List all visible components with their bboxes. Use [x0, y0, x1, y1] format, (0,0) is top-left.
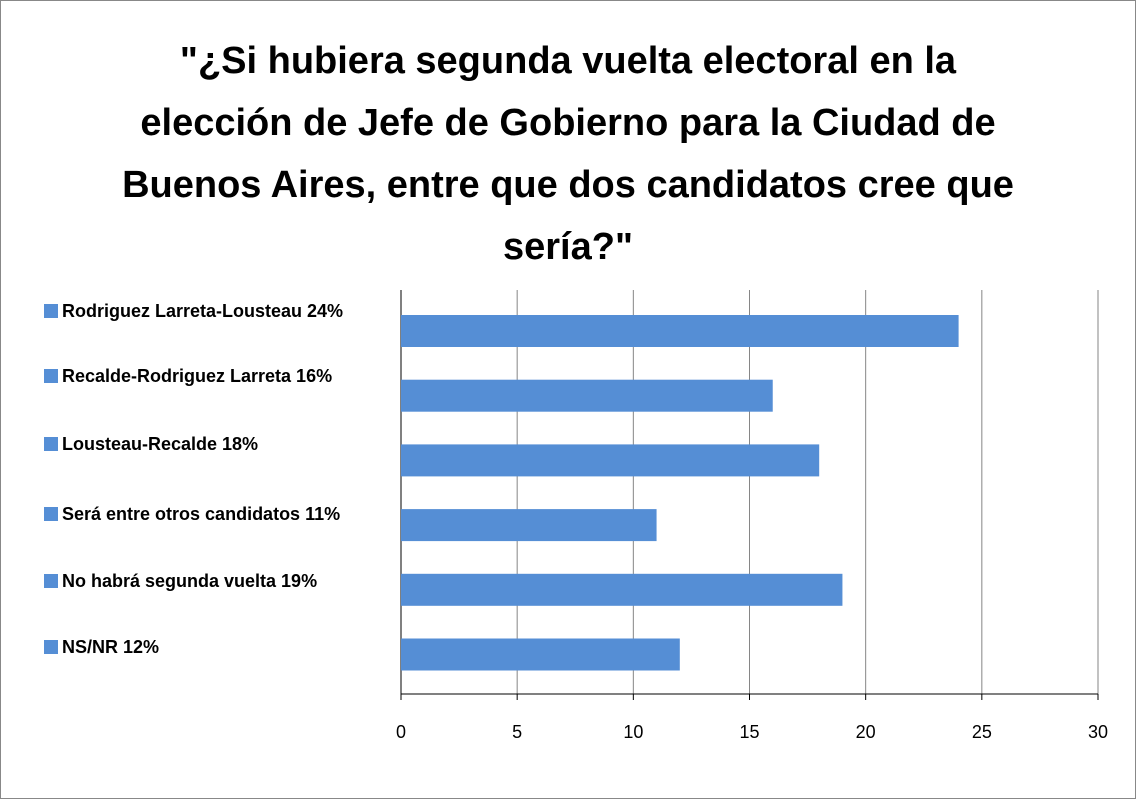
legend-item: Será entre otros candidatos 11% [44, 498, 384, 531]
legend-label: Recalde-Rodriguez Larreta 16% [62, 366, 333, 386]
legend-swatch [44, 437, 58, 451]
legend-item: NS/NR 12% [44, 631, 384, 664]
bar [401, 315, 959, 347]
x-tick-label: 30 [1088, 722, 1108, 742]
legend-swatch [44, 304, 58, 318]
x-tick-label: 5 [512, 722, 522, 742]
legend-item: No habrá segunda vuelta 19% [44, 565, 384, 598]
legend-label: Será entre otros candidatos 11% [62, 504, 341, 524]
bar [401, 379, 773, 412]
bar [401, 573, 843, 606]
legend-swatch [44, 574, 58, 588]
bar [401, 638, 680, 671]
legend-swatch [44, 640, 58, 654]
legend-item: Lousteau-Recalde 18% [44, 428, 384, 461]
bar [401, 444, 820, 477]
legend-swatch [44, 507, 58, 521]
legend-item: Recalde-Rodriguez Larreta 16% [44, 360, 384, 393]
x-tick-label: 10 [623, 722, 643, 742]
legend-swatch [44, 369, 58, 383]
legend-label: No habrá segunda vuelta 19% [62, 571, 318, 591]
bar [401, 509, 657, 542]
legend-item: Rodriguez Larreta-Lousteau 24% [44, 295, 384, 328]
x-tick-label: 20 [856, 722, 876, 742]
x-tick-label: 0 [396, 722, 406, 742]
legend-label: Rodriguez Larreta-Lousteau 24% [62, 301, 344, 321]
x-tick-label: 15 [739, 722, 759, 742]
legend-label: NS/NR 12% [62, 637, 160, 657]
legend-label: Lousteau-Recalde 18% [62, 434, 259, 454]
x-tick-label: 25 [972, 722, 992, 742]
chart-title: "¿Si hubiera segunda vuelta electoral en… [122, 40, 1014, 268]
